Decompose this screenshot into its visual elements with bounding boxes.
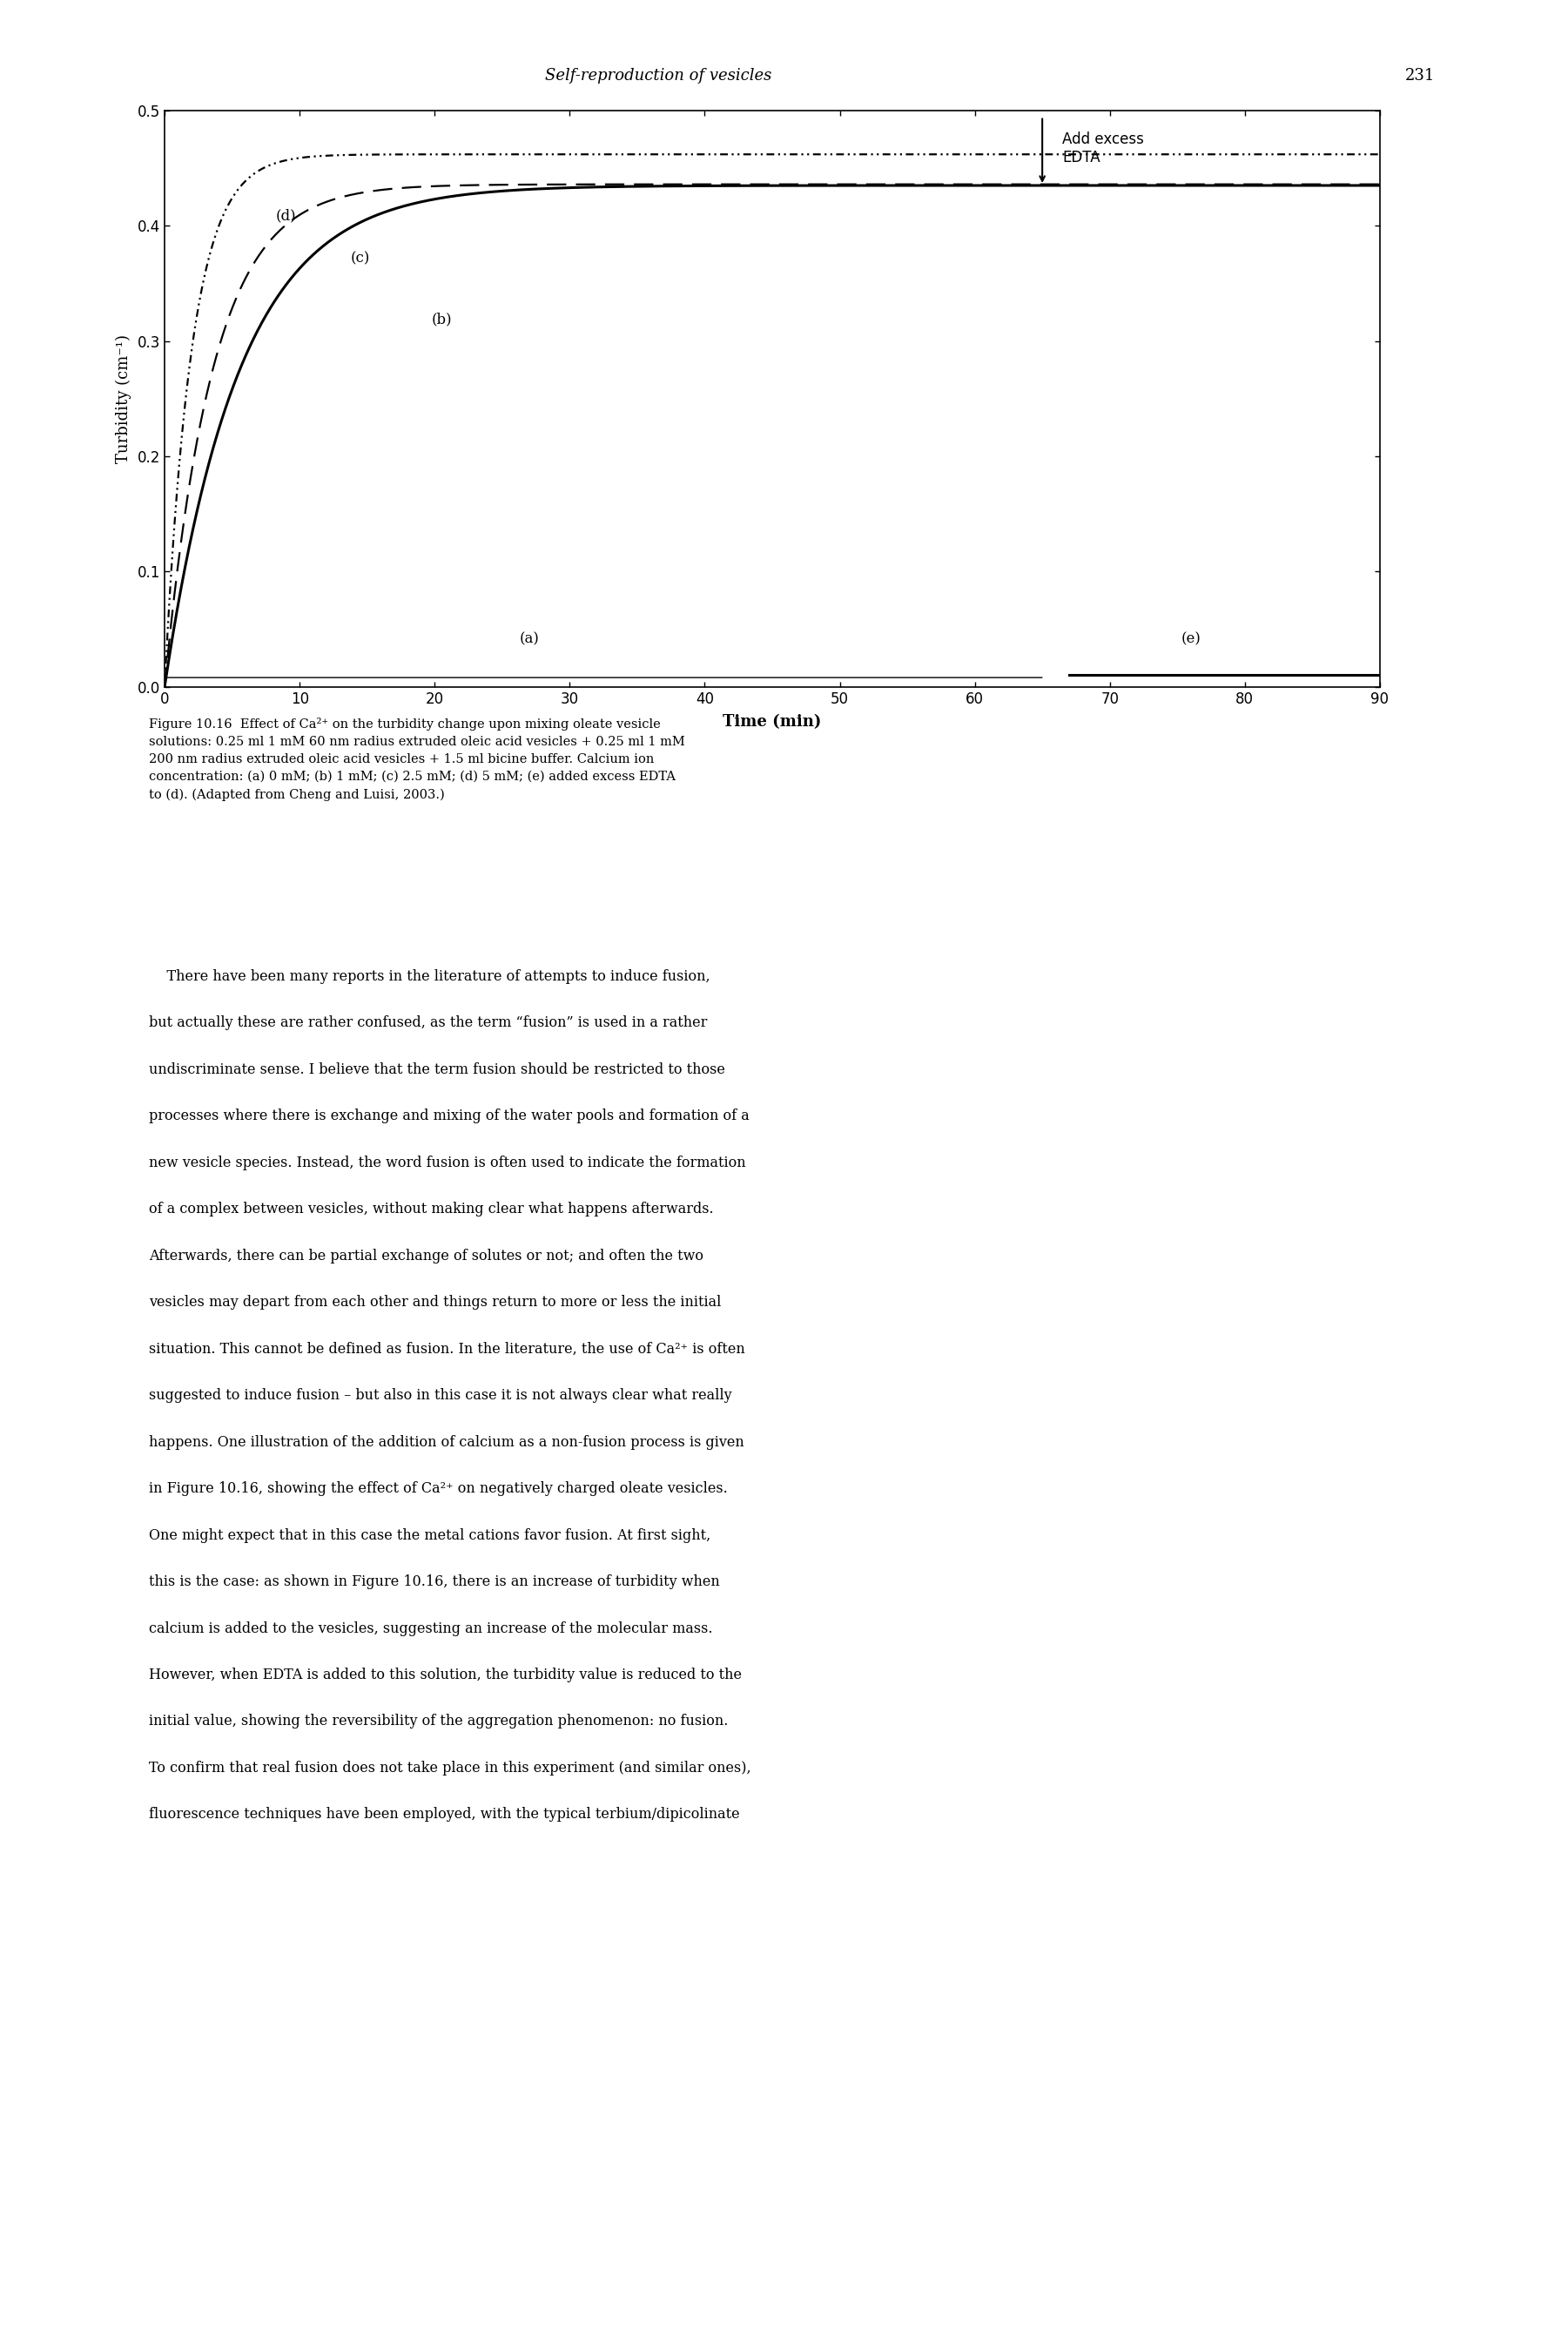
Text: Figure 10.16  Effect of Ca²⁺ on the turbidity change upon mixing oleate vesicle
: Figure 10.16 Effect of Ca²⁺ on the turbi… bbox=[149, 717, 685, 800]
Text: Afterwards, there can be partial exchange of solutes or not; and often the two: Afterwards, there can be partial exchang… bbox=[149, 1249, 704, 1263]
Text: However, when EDTA is added to this solution, the turbidity value is reduced to : However, when EDTA is added to this solu… bbox=[149, 1668, 742, 1682]
Text: (d): (d) bbox=[276, 209, 296, 223]
Text: vesicles may depart from each other and things return to more or less the initia: vesicles may depart from each other and … bbox=[149, 1296, 721, 1310]
Text: initial value, showing the reversibility of the aggregation phenomenon: no fusio: initial value, showing the reversibility… bbox=[149, 1715, 728, 1729]
Text: of a complex between vesicles, without making clear what happens afterwards.: of a complex between vesicles, without m… bbox=[149, 1202, 713, 1216]
Text: fluorescence techniques have been employed, with the typical terbium/dipicolinat: fluorescence techniques have been employ… bbox=[149, 1806, 740, 1823]
Text: (b): (b) bbox=[431, 313, 452, 327]
Text: undiscriminate sense. I believe that the term fusion should be restricted to tho: undiscriminate sense. I believe that the… bbox=[149, 1063, 726, 1077]
Text: in Figure 10.16, showing the effect of Ca²⁺ on negatively charged oleate vesicle: in Figure 10.16, showing the effect of C… bbox=[149, 1482, 728, 1496]
Text: new vesicle species. Instead, the word fusion is often used to indicate the form: new vesicle species. Instead, the word f… bbox=[149, 1155, 746, 1169]
Text: situation. This cannot be defined as fusion. In the literature, the use of Ca²⁺ : situation. This cannot be defined as fus… bbox=[149, 1341, 745, 1357]
Text: calcium is added to the vesicles, suggesting an increase of the molecular mass.: calcium is added to the vesicles, sugges… bbox=[149, 1621, 713, 1635]
X-axis label: Time (min): Time (min) bbox=[723, 715, 822, 729]
Y-axis label: Turbidity (cm⁻¹): Turbidity (cm⁻¹) bbox=[116, 334, 132, 463]
Text: There have been many reports in the literature of attempts to induce fusion,: There have been many reports in the lite… bbox=[149, 969, 710, 983]
Text: this is the case: as shown in Figure 10.16, there is an increase of turbidity wh: this is the case: as shown in Figure 10.… bbox=[149, 1573, 720, 1590]
Text: 231: 231 bbox=[1405, 68, 1435, 85]
Text: processes where there is exchange and mixing of the water pools and formation of: processes where there is exchange and mi… bbox=[149, 1108, 750, 1124]
Text: One might expect that in this case the metal cations favor fusion. At first sigh: One might expect that in this case the m… bbox=[149, 1529, 710, 1543]
Text: To confirm that real fusion does not take place in this experiment (and similar : To confirm that real fusion does not tak… bbox=[149, 1762, 751, 1776]
Text: Self-reproduction of vesicles: Self-reproduction of vesicles bbox=[546, 68, 771, 85]
Text: Add excess
EDTA: Add excess EDTA bbox=[1063, 132, 1145, 165]
Text: (e): (e) bbox=[1181, 633, 1201, 647]
Text: (a): (a) bbox=[519, 633, 539, 647]
Text: (c): (c) bbox=[351, 252, 370, 266]
Text: happens. One illustration of the addition of calcium as a non-fusion process is : happens. One illustration of the additio… bbox=[149, 1435, 745, 1449]
Text: but actually these are rather confused, as the term “fusion” is used in a rather: but actually these are rather confused, … bbox=[149, 1016, 707, 1030]
Text: suggested to induce fusion – but also in this case it is not always clear what r: suggested to induce fusion – but also in… bbox=[149, 1388, 732, 1402]
